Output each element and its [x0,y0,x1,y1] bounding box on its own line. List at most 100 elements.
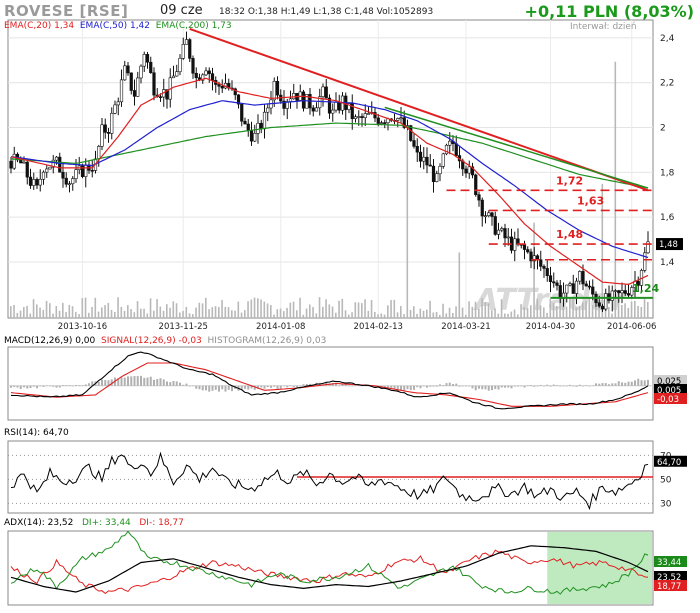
macd-histogram-bar [198,385,201,390]
volume-bar [166,304,168,318]
candle-body [334,101,338,111]
macd-histogram-bar [159,378,162,386]
volume-bar [562,302,565,318]
volume-bar [149,298,152,318]
macd-histogram-bar [621,382,623,386]
ema20-line [10,77,649,286]
macd-histogram-bar [458,385,461,387]
volume-bar [513,309,516,318]
adx-tag-adx-bg [654,571,687,582]
volume-bar [354,302,357,318]
volume-bar [309,304,311,318]
volume-bar [504,313,506,318]
candle-body [51,159,55,168]
rsi-value-tag: 64,70 [657,458,681,468]
candle-body [513,238,517,251]
high-value: H:1,49 [280,7,311,17]
macd-histogram-bar [221,385,224,390]
volume-bar [318,297,321,318]
macd-histogram-bar [227,385,230,390]
macd-histogram-bar [84,384,87,386]
candle-body [256,122,260,134]
price-tick-label: 1,8 [660,168,675,178]
open-value: O:1,38 [247,7,278,17]
candle-body [357,116,361,118]
candle-body [246,123,250,131]
macd-histogram-bar [286,385,289,388]
candle-body [129,72,133,91]
volume-bar [162,310,165,318]
macd-histogram-bar [211,385,214,391]
macd-histogram-bar [387,385,389,388]
candle-body [581,271,585,285]
last-price-tag-bg [656,238,683,251]
macd-histogram-bar [71,385,74,387]
macd-histogram-bar [487,385,490,391]
volume-bar [474,301,477,318]
macd-line [10,351,649,410]
volume-bar [175,303,178,318]
macd-histogram-bar [195,385,198,389]
volume-bar [104,305,106,318]
candle-body [626,293,631,296]
macd-histogram-bar [452,384,454,386]
main-legend: EMA(C,20) 1,34 EMA(C,50) 1,42 EMA(C,200)… [4,21,232,31]
candle-body [600,305,605,310]
candle-body [71,178,75,185]
volume-bar [169,307,171,318]
volume-bar [94,297,97,318]
candle-body [373,112,377,119]
volume-bar [42,309,45,318]
volume-bar [156,299,158,318]
volume-bar [88,312,90,318]
candle-body [591,286,595,295]
volume-bar [270,305,272,318]
candle-body [110,112,114,134]
candle-body [568,283,572,286]
candle-body [353,116,358,119]
macd-histogram-bar [136,376,139,386]
candle-body [292,93,296,100]
volume-bar [286,307,288,318]
macd-histogram-bar [146,377,149,386]
macd-histogram-bar [19,385,22,390]
volume-bar [143,308,145,318]
volume-bar [426,309,428,318]
volume-bar [559,298,561,318]
adx-line [10,545,649,593]
macd-histogram-bar [224,385,227,392]
candle-body [38,178,42,186]
macd-histogram-bar [526,385,529,386]
volume-bar [283,311,285,318]
volume-bar [348,314,350,318]
macd-histogram-bar [104,380,107,386]
macd-histogram-bar [403,385,406,391]
rsi-legend: RSI(14): 64,70 [4,428,69,438]
macd-histogram-bar [341,383,344,386]
macd-histogram-bar [292,385,295,388]
candle-body [415,146,419,153]
candle-body [350,103,354,119]
volume-bar [630,301,633,318]
macd-histogram-bar [611,383,614,386]
macd-histogram-bar [23,385,25,388]
macd-histogram-bar [647,379,649,386]
volume-bar [101,307,103,318]
macd-histogram-bar [439,384,441,386]
ohlc-readout: 18:32 O:1,38 H:1,49 L:1,38 C:1,48 Vol:10… [219,7,433,17]
candle-body [623,290,627,294]
macd-histogram-bar [58,385,61,388]
candle-body [301,91,306,109]
macd-histogram-bar [504,385,506,388]
macd-histogram-bar [36,385,38,389]
candle-body [217,84,221,87]
volume-bar [419,308,422,318]
candle-body [532,255,536,262]
macd-histogram-bar [598,383,601,386]
di-minus-line [10,549,649,595]
macd-histogram-bar [383,385,386,388]
macd-histogram-bar [559,385,562,387]
macd-histogram-bar [65,385,68,386]
candle-body [431,165,436,182]
